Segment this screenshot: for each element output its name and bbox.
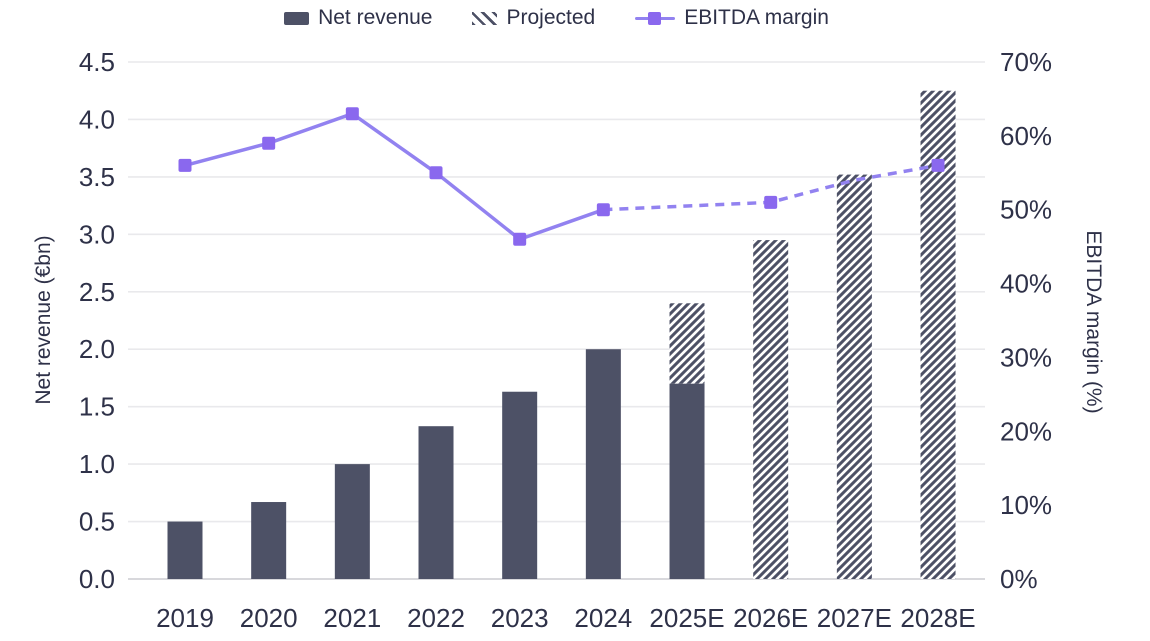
left-axis-tick: 2.5 — [79, 277, 115, 307]
left-axis-tick: 2.0 — [79, 334, 115, 364]
net-revenue-swatch-icon — [284, 11, 310, 25]
x-axis-label-2022: 2022 — [407, 603, 465, 633]
x-axis-label-2026E: 2026E — [733, 603, 808, 633]
x-axis-label-2021: 2021 — [323, 603, 381, 633]
left-axis-tick: 3.5 — [79, 162, 115, 192]
legend-label-ebitda-margin: EBITDA margin — [684, 6, 829, 29]
right-axis-tick: 10% — [1000, 490, 1052, 520]
legend-label-projected: Projected — [506, 6, 596, 29]
right-axis-tick: 0% — [1000, 564, 1038, 594]
x-axis-label-2024: 2024 — [574, 603, 632, 633]
legend-item-projected[interactable]: Projected — [472, 6, 595, 30]
bar-2024[interactable] — [585, 349, 621, 579]
left-axis-tick: 3.0 — [79, 219, 115, 249]
ebitda-marker-2026E[interactable] — [764, 195, 778, 209]
bar-2023[interactable] — [502, 391, 538, 579]
right-axis-tick: 60% — [1000, 121, 1052, 151]
ebitda-line-solid — [184, 111, 604, 242]
bar-2020[interactable] — [251, 502, 287, 579]
bar-2025E[interactable] — [669, 383, 705, 579]
ebitda-line-swatch-icon — [635, 11, 676, 25]
bar-2022[interactable] — [418, 426, 454, 579]
bar-2025E-projected[interactable] — [669, 303, 705, 384]
left-axis-tick: 1.0 — [79, 449, 115, 479]
ebitda-marker-2019[interactable] — [178, 158, 192, 172]
right-axis-tick: 50% — [1000, 195, 1052, 225]
bar-2019[interactable] — [167, 521, 203, 579]
bar-2026E-projected[interactable] — [753, 240, 789, 580]
bar-2021[interactable] — [334, 464, 370, 579]
x-axis-label-2019: 2019 — [156, 603, 214, 633]
right-axis-tick: 20% — [1000, 416, 1052, 446]
bar-2028E-projected[interactable] — [920, 90, 956, 579]
x-axis-label-2027E: 2027E — [817, 603, 892, 633]
x-axis-label-2028E: 2028E — [900, 603, 975, 633]
x-axis-label-2023: 2023 — [491, 603, 549, 633]
right-axis-tick: 30% — [1000, 342, 1052, 372]
legend-item-net-revenue[interactable]: Net revenue — [284, 6, 432, 30]
left-axis-tick: 4.5 — [79, 47, 115, 77]
left-axis-tick: 0.0 — [79, 564, 115, 594]
right-axis-tick: 70% — [1000, 47, 1052, 77]
chart-legend: Net revenue Projected EBITDA margin — [128, 6, 985, 30]
right-axis-tick: 40% — [1000, 269, 1052, 299]
ebitda-marker-2023[interactable] — [513, 232, 527, 246]
ebitda-marker-2021[interactable] — [345, 107, 359, 121]
left-axis-title: Net revenue (€bn) — [32, 235, 55, 405]
x-axis-label-2020: 2020 — [240, 603, 298, 633]
ebitda-marker-2024[interactable] — [596, 203, 610, 217]
left-axis-tick: 4.0 — [79, 104, 115, 134]
ebitda-marker-2028E[interactable] — [931, 158, 945, 172]
right-axis-title: EBITDA margin (%) — [1082, 230, 1105, 414]
left-axis-tick: 1.5 — [79, 392, 115, 422]
ebitda-marker-2020[interactable] — [262, 136, 276, 150]
legend-item-ebitda-margin[interactable]: EBITDA margin — [635, 6, 829, 30]
ebitda-marker-2022[interactable] — [429, 166, 443, 180]
x-axis-label-2025E: 2025E — [649, 603, 724, 633]
bar-2027E-projected[interactable] — [836, 174, 872, 579]
left-axis-tick: 0.5 — [79, 507, 115, 537]
projected-hatch-swatch-icon — [472, 11, 498, 25]
legend-label-net-revenue: Net revenue — [318, 6, 433, 29]
